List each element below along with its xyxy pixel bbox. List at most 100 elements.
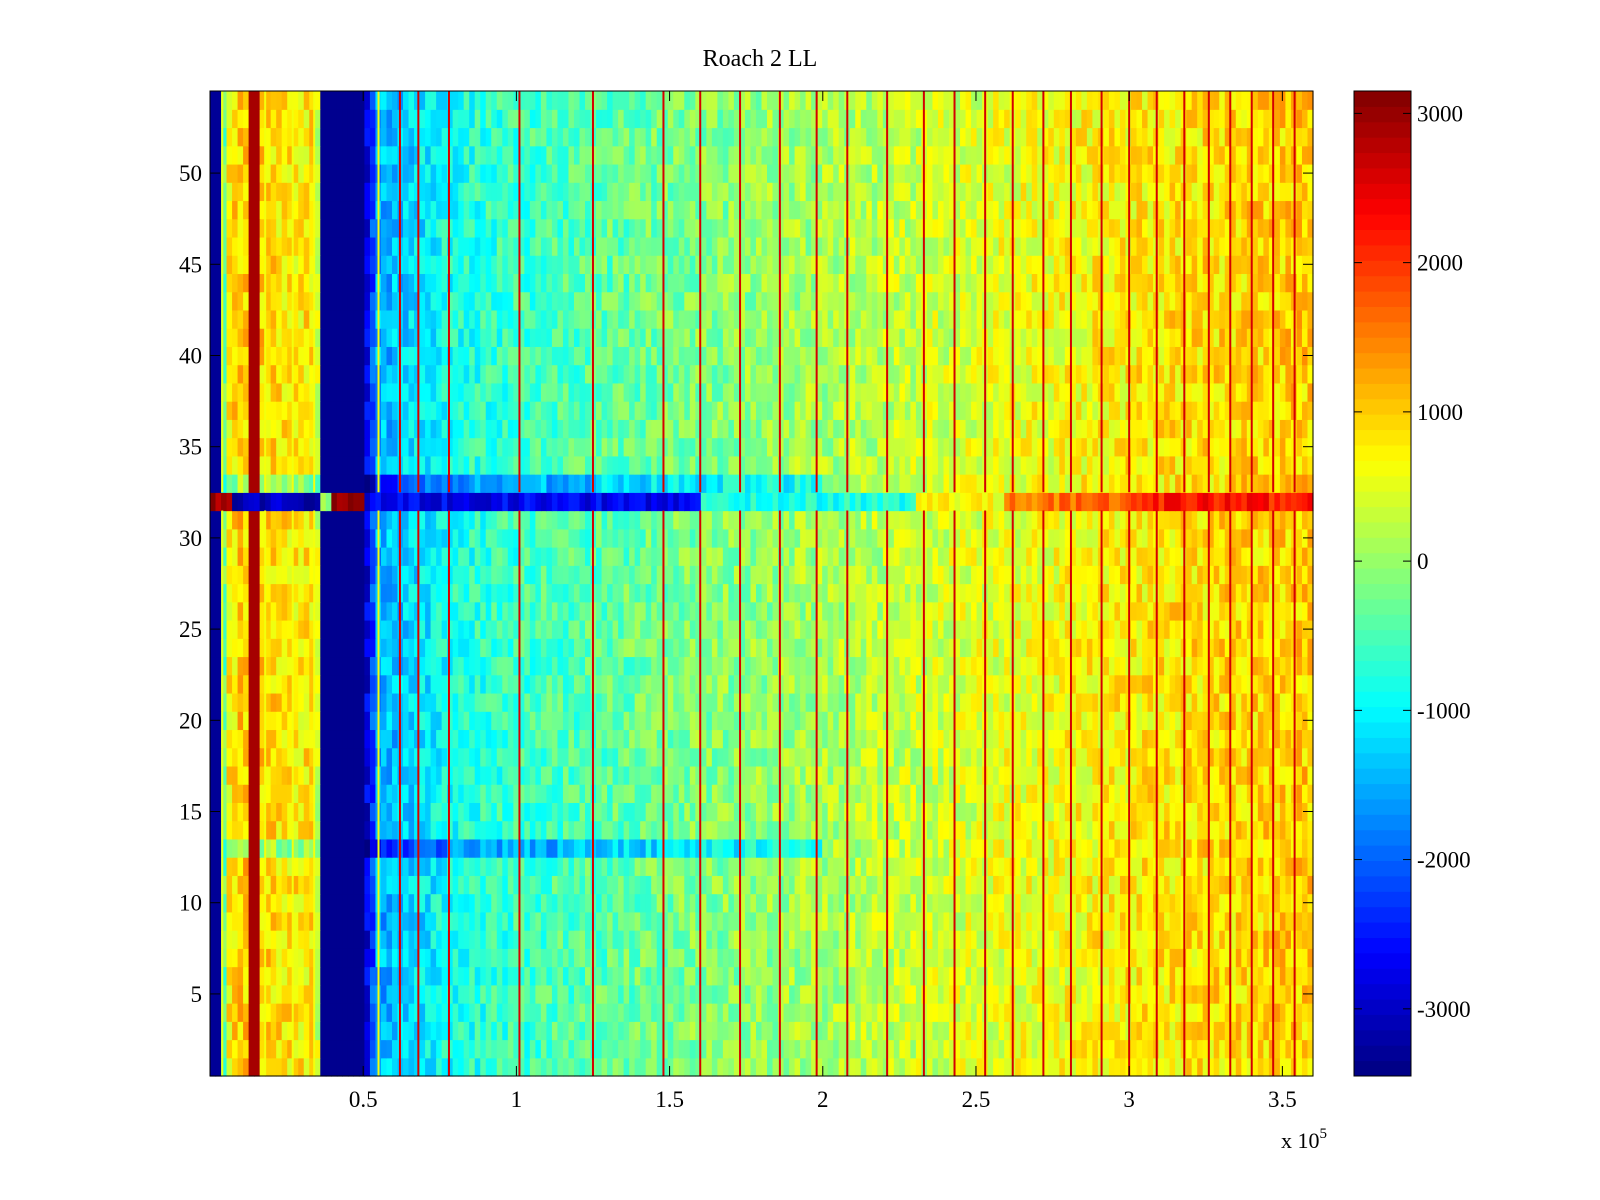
heatmap-cell [358, 711, 366, 731]
heatmap-cell [292, 857, 299, 876]
heatmap-cell [248, 1057, 255, 1077]
heatmap-cell [634, 692, 641, 712]
heatmap-cell [1081, 729, 1088, 749]
heatmap-cell [469, 911, 476, 931]
heatmap-cell [474, 893, 481, 913]
heatmap-cell [1279, 857, 1287, 876]
heatmap-cell [353, 911, 360, 931]
heatmap-cell [706, 747, 713, 767]
heatmap-cell [513, 875, 520, 895]
heatmap-cell [458, 1003, 465, 1022]
heatmap-cell [408, 1021, 415, 1041]
heatmap-cell [1230, 729, 1237, 749]
heatmap-cell [314, 875, 321, 895]
heatmap-cell [419, 893, 426, 913]
heatmap-cell [1257, 784, 1264, 803]
heatmap-cell [215, 747, 222, 767]
heatmap-cell [1119, 930, 1127, 949]
heatmap-cell [794, 857, 801, 876]
heatmap-cell [618, 893, 625, 913]
heatmap-cell [932, 930, 939, 949]
heatmap-cell [717, 674, 724, 694]
heatmap-cell [358, 692, 366, 712]
heatmap-cell [221, 984, 228, 1004]
heatmap-cell [309, 1057, 316, 1077]
heatmap-cell [789, 930, 796, 949]
heatmap-cell [805, 984, 812, 1004]
heatmap-cell [750, 948, 757, 968]
heatmap-cell [573, 619, 581, 639]
heatmap-cell [386, 692, 393, 712]
heatmap-cell [971, 729, 978, 749]
heatmap-cell [932, 1057, 939, 1077]
heatmap-cell [1037, 1003, 1044, 1022]
heatmap-cell [1263, 875, 1270, 895]
heatmap-cell [1279, 838, 1287, 858]
heatmap-cell [811, 838, 818, 858]
heatmap-cell [325, 1039, 332, 1059]
heatmap-cell [259, 966, 266, 986]
heatmap-cell [1114, 747, 1121, 767]
heatmap-cell [689, 1021, 696, 1041]
heatmap-cell [1279, 1039, 1287, 1059]
heatmap-cell [518, 966, 525, 986]
heatmap-cell [430, 875, 437, 895]
heatmap-cell [358, 857, 366, 876]
heatmap-cell [877, 930, 884, 949]
heatmap-cell [226, 1039, 233, 1059]
heatmap-cell [772, 765, 779, 785]
heatmap-cell [1075, 784, 1082, 803]
heatmap-cell [1004, 966, 1011, 986]
heatmap-cell [1186, 1003, 1193, 1022]
heatmap-cell [899, 930, 906, 949]
heatmap-cell [871, 784, 878, 803]
heatmap-cell [353, 747, 360, 767]
heatmap-cell [640, 729, 647, 749]
heatmap-cell [1136, 1039, 1143, 1059]
heatmap-cell [915, 784, 923, 803]
heatmap-cell [358, 820, 366, 840]
heatmap-cell [667, 802, 674, 822]
heatmap-cell [866, 911, 873, 931]
heatmap-cell [507, 711, 514, 731]
heatmap-cell [276, 1057, 283, 1077]
heatmap-cell [540, 656, 548, 676]
heatmap-cell [430, 692, 437, 712]
heatmap-cell [866, 838, 873, 858]
heatmap-cell [733, 692, 741, 712]
heatmap-cell [1274, 948, 1281, 968]
heatmap-cell [1235, 1039, 1242, 1059]
heatmap-cell [1235, 984, 1242, 1004]
heatmap-cell [1114, 1057, 1121, 1077]
heatmap-cell [386, 1039, 393, 1059]
heatmap-cell [386, 802, 393, 822]
heatmap-cell [871, 656, 878, 676]
heatmap-cell [1136, 838, 1143, 858]
heatmap-cell [1031, 857, 1038, 876]
heatmap-cell [221, 656, 228, 676]
heatmap-cell [1147, 820, 1154, 840]
heatmap-cell [540, 765, 548, 785]
heatmap-cell [1252, 638, 1259, 658]
heatmap-cell [248, 802, 255, 822]
heatmap-cell [860, 802, 867, 822]
heatmap-cell [562, 802, 570, 822]
heatmap-cell [1075, 674, 1082, 694]
heatmap-cell [469, 966, 476, 986]
heatmap-cell [232, 784, 239, 803]
heatmap-cell [838, 966, 845, 986]
heatmap-cell [1042, 893, 1049, 913]
heatmap-cell [684, 875, 691, 895]
heatmap-cell [474, 802, 481, 822]
heatmap-cell [546, 656, 553, 676]
heatmap-cell [811, 638, 818, 658]
heatmap-cell [932, 820, 939, 840]
heatmap-cell [623, 857, 630, 876]
heatmap-cell [1186, 784, 1193, 803]
heatmap-cell [733, 966, 741, 986]
heatmap-cell [259, 638, 266, 658]
heatmap-cell [491, 1021, 498, 1041]
heatmap-cell [243, 893, 250, 913]
heatmap-cell [993, 1057, 1000, 1077]
heatmap-cell [904, 966, 911, 986]
